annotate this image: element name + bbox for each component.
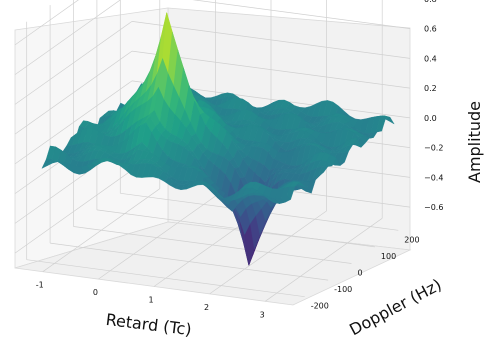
y-tick-label: -100 bbox=[334, 285, 352, 294]
z-tick-label: 0.2 bbox=[424, 84, 437, 93]
grid-line bbox=[26, 259, 305, 298]
grid-line bbox=[14, 169, 133, 254]
z-tick-label: −0.4 bbox=[424, 173, 443, 182]
y-tick-label: 100 bbox=[381, 252, 396, 261]
grid-line bbox=[14, 80, 133, 165]
grid-line bbox=[14, 0, 79, 46]
grid-line bbox=[192, 0, 411, 29]
x-tick-label: 0 bbox=[93, 288, 98, 297]
y-tick-label: 200 bbox=[404, 235, 419, 244]
floor-pane bbox=[14, 221, 412, 306]
y-axis-label: Doppler (Hz) bbox=[346, 275, 444, 339]
z-axis-label: Amplitude bbox=[465, 101, 484, 183]
z-tick-label: −0.2 bbox=[424, 144, 443, 153]
z-tick-label: 0.8 bbox=[424, 0, 437, 4]
x-tick-label: 2 bbox=[204, 303, 209, 312]
x-tick-label: 3 bbox=[260, 310, 265, 319]
x-tick-label: 1 bbox=[148, 296, 153, 305]
z-tick-label: 0.4 bbox=[424, 54, 437, 63]
grid-line bbox=[96, 209, 375, 248]
grid-line bbox=[14, 50, 133, 135]
z-tick-label: 0.0 bbox=[424, 114, 437, 123]
x-axis-label: Retard (Tc) bbox=[105, 310, 193, 339]
z-tick-label: −0.6 bbox=[424, 203, 443, 212]
z-tick-label: 0.6 bbox=[424, 25, 437, 34]
grid-line bbox=[14, 0, 121, 75]
grid-line bbox=[14, 21, 133, 105]
x-tick-label: -1 bbox=[36, 281, 44, 290]
y-tick-label: -200 bbox=[311, 302, 329, 311]
surface bbox=[41, 12, 395, 267]
y-tick-label: 0 bbox=[358, 269, 363, 278]
tick-labels: -1 0 1 2 3 -200 -100 0 100 200 0.8 0.6 0.4 0.2 0.0 −0.2… bbox=[36, 0, 444, 319]
grid-line bbox=[50, 242, 329, 281]
surface-cell bbox=[280, 195, 292, 203]
grid-line bbox=[131, 21, 411, 59]
grid-line bbox=[73, 226, 352, 264]
